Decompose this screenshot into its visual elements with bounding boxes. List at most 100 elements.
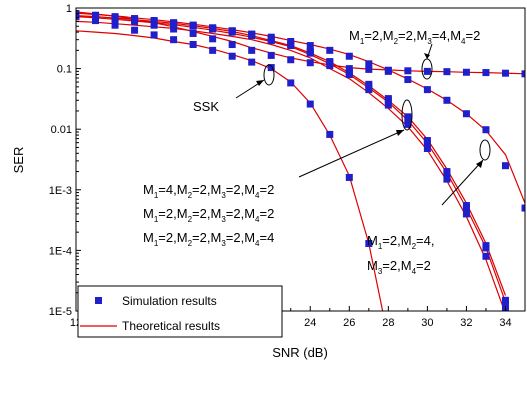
- simulation-point: [423, 86, 431, 94]
- y-tick-label: 0.1: [57, 64, 72, 76]
- simulation-point: [443, 68, 451, 76]
- simulation-point: [462, 68, 470, 76]
- y-tick-label: 1E-4: [49, 245, 72, 257]
- annotation-arrows: [235, 43, 491, 206]
- simulation-point: [248, 58, 256, 66]
- simulation-point: [111, 15, 119, 23]
- legend-label-simulation: Simulation results: [122, 294, 217, 308]
- simulation-point: [482, 69, 490, 77]
- simulation-point: [501, 69, 509, 77]
- simulation-point: [267, 51, 275, 59]
- simulation-point: [306, 42, 314, 50]
- simulation-point: [170, 36, 178, 44]
- simulation-point: [404, 76, 412, 84]
- x-tick-label: 32: [460, 317, 472, 329]
- legend-box: [77, 285, 283, 338]
- theory-curve-5: [76, 20, 506, 311]
- annotation-group-b-line2: M3=2,M4=2: [367, 258, 431, 276]
- simulation-point: [501, 300, 509, 308]
- simulation-point: [521, 204, 525, 212]
- annotation-group-a-line2: M1=2,M2=2,M3=2,M4=2: [143, 206, 274, 224]
- simulation-point: [482, 252, 490, 260]
- simulation-point: [482, 126, 490, 134]
- simulation-point: [111, 21, 119, 29]
- arrow-group-a-line: [298, 129, 405, 178]
- simulation-point: [189, 29, 197, 37]
- annotation-top-right: M1=2,M2=2,M3=4,M4=2: [349, 28, 480, 46]
- simulation-point: [462, 204, 470, 212]
- simulation-point: [228, 28, 236, 36]
- simulation-point: [462, 210, 470, 218]
- simulation-point: [267, 64, 275, 72]
- simulation-point: [306, 49, 314, 57]
- legend-label-theory: Theoretical results: [122, 319, 220, 333]
- simulation-point: [404, 67, 412, 75]
- simulation-point: [404, 115, 412, 123]
- ellipse-ssk: [263, 64, 275, 86]
- x-tick-label: 34: [499, 317, 511, 329]
- simulation-point: [150, 18, 158, 26]
- simulation-markers: [76, 10, 525, 311]
- simulation-point: [501, 296, 509, 304]
- arrowhead-group-a: [396, 130, 404, 136]
- simulation-point: [345, 70, 353, 78]
- simulation-point: [228, 40, 236, 48]
- simulation-point: [482, 244, 490, 252]
- simulation-point: [443, 96, 451, 104]
- simulation-point: [345, 173, 353, 181]
- x-tick-label: 26: [343, 317, 355, 329]
- simulation-point: [248, 32, 256, 40]
- annotation-group-b-line1: M1=2,M2=4,: [367, 233, 434, 251]
- legend: Simulation results Theoretical results: [77, 285, 283, 338]
- simulation-point: [521, 70, 525, 78]
- simulation-point: [248, 46, 256, 54]
- simulation-point: [189, 22, 197, 30]
- arrowhead-group-b: [476, 160, 483, 168]
- simulation-point: [287, 42, 295, 50]
- annotation-group-a-line3: M1=2,M2=2,M3=2,M4=4: [143, 230, 274, 248]
- simulation-point: [92, 17, 100, 25]
- ellipse-group-a: [401, 99, 413, 131]
- simulation-point: [365, 60, 373, 68]
- simulation-point: [170, 25, 178, 33]
- simulation-point: [423, 67, 431, 75]
- annotation-group-a-line1: M1=4,M2=2,M3=2,M4=2: [143, 182, 274, 200]
- simulation-point: [365, 86, 373, 94]
- y-tick-label: 0.01: [51, 124, 72, 136]
- simulation-point: [287, 56, 295, 64]
- annotation-arrowheads: [256, 53, 483, 168]
- arrow-group-b-line: [441, 159, 484, 206]
- simulation-point: [209, 25, 217, 33]
- simulation-point: [150, 31, 158, 39]
- simulation-point: [384, 101, 392, 109]
- x-tick-label: 24: [304, 317, 316, 329]
- simulation-point: [345, 52, 353, 60]
- ellipse-group-b: [479, 139, 491, 161]
- simulation-point: [76, 13, 80, 21]
- simulation-point: [209, 46, 217, 54]
- x-axis-title: SNR (dB): [272, 345, 328, 360]
- simulation-point: [462, 110, 470, 118]
- simulation-point: [228, 52, 236, 60]
- simulation-point: [501, 162, 509, 170]
- y-tick-label: 1E-3: [49, 185, 72, 197]
- simulation-point: [365, 239, 373, 247]
- y-tick-label: 1E-5: [49, 306, 72, 318]
- simulation-point: [404, 120, 412, 128]
- annotation-ssk: SSK: [193, 99, 219, 114]
- simulation-point: [306, 59, 314, 67]
- simulation-point: [306, 100, 314, 108]
- simulation-point: [443, 175, 451, 183]
- legend-marker-simulation: [95, 297, 102, 304]
- simulation-point: [326, 60, 334, 68]
- y-axis: 1E-5 1E-4 1E-3 0.01 0.1 1: [49, 3, 81, 318]
- simulation-point: [131, 17, 139, 25]
- simulation-point: [326, 130, 334, 138]
- simulation-point: [384, 96, 392, 104]
- simulation-point: [326, 46, 334, 54]
- simulation-point: [287, 79, 295, 87]
- simulation-point: [423, 140, 431, 148]
- arrowhead-ssk: [256, 80, 264, 86]
- arrowhead-top-right: [424, 53, 430, 59]
